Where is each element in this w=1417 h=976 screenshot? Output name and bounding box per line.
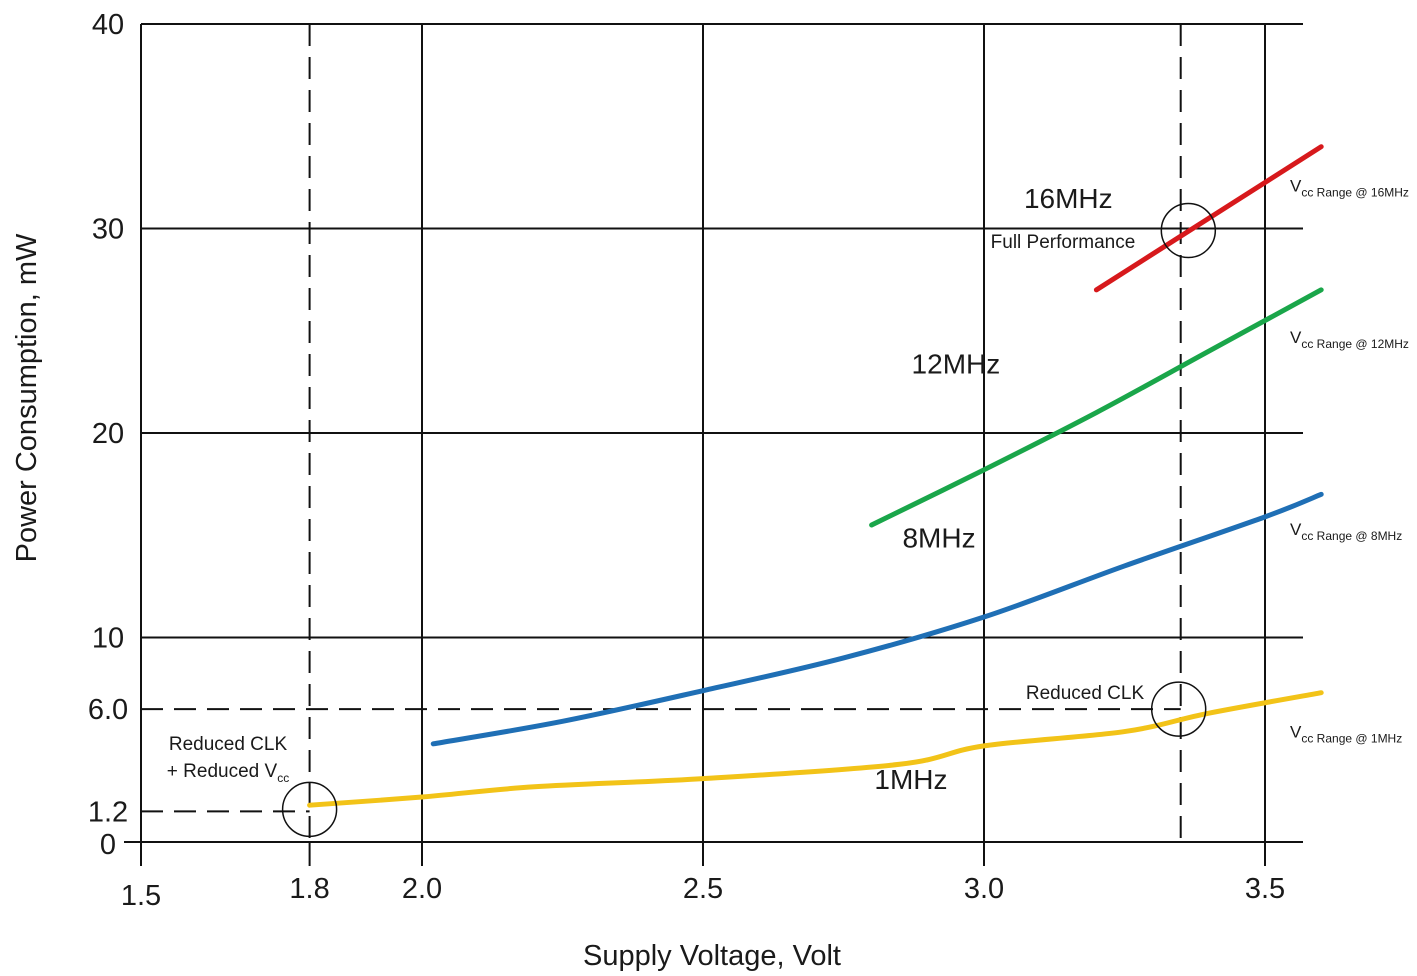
full-performance-label: Full Performance [991, 232, 1136, 253]
y-axis-title: Power Consumption, mW [11, 233, 43, 562]
y-tick-label: 0 [100, 829, 116, 861]
y-tick-label: 6.0 [88, 694, 128, 726]
series-label-8mhz: 8MHz [902, 523, 975, 554]
vcc-range-main: V [1290, 723, 1302, 742]
reduced-clk-left-line1: Reduced CLK [169, 734, 288, 755]
series-line-16mhz [1093, 144, 1324, 293]
vcc-range-sub: cc Range @ 12MHz [1301, 337, 1409, 351]
y-tick-label: 30 [92, 214, 124, 246]
vcc-range-label: Vcc Range @ 1MHz [1290, 723, 1402, 746]
y-tick-label: 20 [92, 418, 124, 450]
series-line-8mhz [430, 491, 1324, 747]
y-tick-label: 40 [92, 9, 124, 41]
x-tick-label: 1.5 [121, 880, 161, 912]
series-curves [307, 144, 1324, 808]
vcc-range-main: V [1290, 520, 1302, 539]
dashed-reference-lines [141, 24, 1182, 842]
grid-lines [141, 23, 1303, 842]
x-tick-label: 2.0 [402, 873, 442, 905]
vcc-range-label: Vcc Range @ 12MHz [1290, 328, 1409, 351]
labels: Supply Voltage, Volt Power Consumption, … [11, 9, 1409, 972]
series-line-1mhz [307, 690, 1324, 808]
reduced-clk-label: Reduced CLK [1026, 683, 1145, 704]
series-label-16mhz: 16MHz [1024, 183, 1113, 214]
vcc-range-label: Vcc Range @ 8MHz [1290, 520, 1402, 543]
y-tick-label: 1.2 [88, 796, 128, 828]
x-tick-label: 3.0 [964, 873, 1004, 905]
vcc-range-sub: cc Range @ 16MHz [1301, 186, 1409, 200]
reduced-clk-marker [1150, 681, 1207, 737]
y-tick-label: 10 [92, 623, 124, 655]
x-axis-title: Supply Voltage, Volt [583, 940, 841, 972]
vcc-range-label: Vcc Range @ 16MHz [1290, 177, 1409, 200]
vcc-range-main: V [1290, 177, 1302, 196]
series-line-12mhz [869, 287, 1324, 528]
axes [124, 24, 1303, 866]
circle-markers [281, 202, 1217, 838]
series-label-12mhz: 12MHz [912, 349, 1001, 380]
x-tick-label: 1.8 [289, 873, 329, 905]
x-tick-label: 3.5 [1245, 873, 1285, 905]
vcc-range-main: V [1290, 328, 1302, 347]
series-label-1mhz: 1MHz [874, 764, 947, 795]
reduced-clk-left-line2: + Reduced Vcc [167, 761, 289, 785]
vcc-range-sub: cc Range @ 1MHz [1301, 732, 1402, 746]
reduced-clk-vcc-marker [281, 781, 338, 838]
x-tick-label: 2.5 [683, 873, 723, 905]
full-performance-marker [1160, 202, 1217, 259]
vcc-range-sub: cc Range @ 8MHz [1301, 529, 1402, 543]
